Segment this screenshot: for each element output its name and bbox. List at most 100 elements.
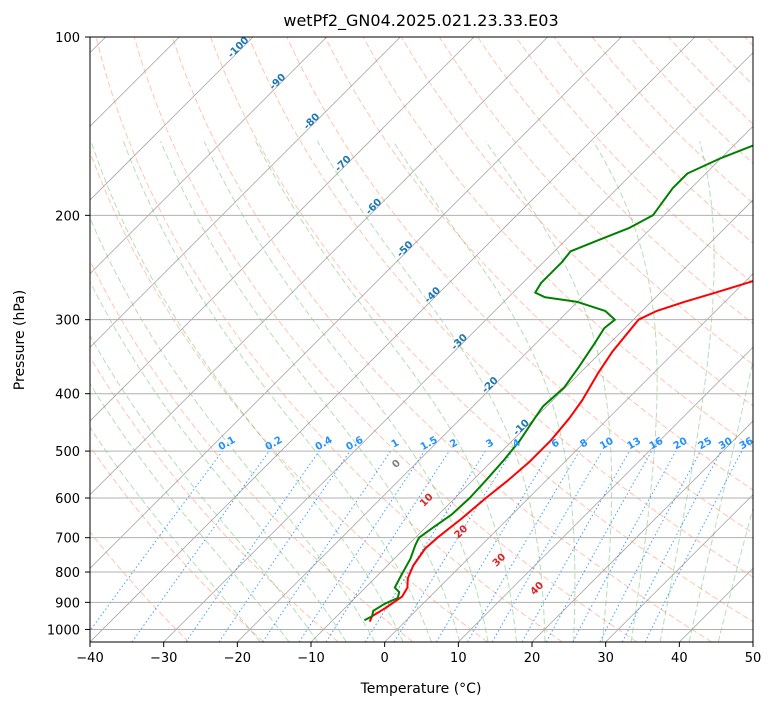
mixing-ratio-label: 8 <box>578 437 590 450</box>
x-tick-label: 20 <box>524 651 541 666</box>
moist-adiabat <box>592 141 658 642</box>
dry-adiabat <box>248 37 753 578</box>
mixing-ratio-label: 10 <box>598 436 616 453</box>
isotherm <box>531 420 753 642</box>
isotherm-label: -60 <box>364 197 385 218</box>
mixing-ratio-label: 0.1 <box>217 435 238 453</box>
plot-frame <box>89 36 754 643</box>
x-tick-label: −20 <box>224 651 251 666</box>
moist-adiabat <box>90 216 376 642</box>
isotherm-label: -20 <box>480 375 501 396</box>
isotherm-label: 40 <box>529 580 547 598</box>
y-tick-label: 300 <box>55 314 80 329</box>
moist-adiabat <box>123 141 432 642</box>
isotherm <box>384 273 753 642</box>
dry-adiabat <box>90 356 339 642</box>
moist-adiabat <box>90 382 290 642</box>
y-tick-label: 800 <box>55 566 80 581</box>
dry-adiabat <box>90 531 190 642</box>
isotherm-label: -80 <box>302 112 323 133</box>
mixing-ratio-label: 20 <box>672 436 690 453</box>
y-tick-label: 600 <box>55 492 80 507</box>
dewpoint-profile <box>363 144 753 622</box>
moist-adiabat <box>688 358 753 642</box>
x-tick-label: −30 <box>150 651 177 666</box>
y-tick-label: 700 <box>55 532 80 547</box>
mixing-ratio-label: 13 <box>625 436 643 453</box>
dry-adiabat <box>706 37 753 86</box>
x-axis-label: Temperature (°C) <box>360 681 482 697</box>
isotherm-label: -90 <box>268 72 289 93</box>
x-tick-label: −40 <box>76 651 103 666</box>
x-tick-label: 50 <box>745 651 762 666</box>
moist-adiabat <box>317 141 546 642</box>
mixing-ratio-line <box>185 450 320 642</box>
isotherm <box>90 37 622 569</box>
mixing-ratio-label: 25 <box>697 436 715 453</box>
x-tick-label: −10 <box>297 651 324 666</box>
mixing-ratio-label: 2 <box>448 437 460 450</box>
chart-title: wetPf2_GN04.2025.021.23.33.E03 <box>283 11 558 31</box>
dry-adiabat <box>95 37 563 642</box>
isotherm-label: 10 <box>418 492 436 510</box>
axes: −40 −30 −20 −10 0 10 20 30 40 5010020030040050060… <box>47 31 761 666</box>
moist-adiabat <box>203 141 489 642</box>
isotherm <box>90 37 327 275</box>
mixing-ratio-line <box>599 450 701 642</box>
mixing-ratio-label: 30 <box>717 436 735 453</box>
mixing-ratio-line <box>131 450 270 642</box>
mixing-ratio-line <box>298 450 425 642</box>
isotherm <box>90 37 254 201</box>
y-tick-label: 500 <box>55 445 80 460</box>
isotherm <box>90 37 401 348</box>
isotherm-label: -10 <box>511 418 532 439</box>
mixing-ratio-line <box>393 450 513 642</box>
mixing-ratio-label: 3 <box>484 437 496 450</box>
y-tick-label: 200 <box>55 209 80 224</box>
isotherm-label: -100 <box>226 35 252 61</box>
y-tick-label: 1000 <box>47 623 80 638</box>
isotherm <box>605 494 753 642</box>
isotherm <box>752 641 753 642</box>
dry-adiabat <box>438 37 753 366</box>
x-tick-label: 0 <box>381 651 389 666</box>
isotherm-label: -50 <box>395 239 416 260</box>
dry-adiabat <box>400 37 753 407</box>
mixing-ratio-line <box>218 450 351 642</box>
isotherm <box>679 567 753 642</box>
isotherm <box>163 52 753 642</box>
x-tick-label: 40 <box>671 651 688 666</box>
isotherm <box>310 199 753 642</box>
dry-adiabat <box>591 37 753 204</box>
mixing-ratio-line <box>262 450 392 642</box>
dry-adiabat <box>90 259 414 642</box>
mixing-ratio-line <box>521 450 630 642</box>
mixing-ratio-label: 4 <box>511 437 523 450</box>
y-axis-label: Pressure (hPa) <box>12 290 28 390</box>
x-tick-label: 10 <box>450 651 467 666</box>
mixing-ratio-line <box>572 450 677 642</box>
x-tick-label: 30 <box>597 651 614 666</box>
dry-adiabat <box>477 37 753 325</box>
mixing-ratio-line <box>90 450 223 632</box>
dry-adiabat <box>90 445 264 642</box>
dry-adiabat <box>133 37 638 642</box>
isotherm <box>90 37 475 422</box>
isoline-labels: 0.1 0.2 0.4 0.6 1 1.5 2 3 4 6 8 10 13 16 20 25 30 36-100-… <box>217 35 753 598</box>
data-series <box>363 144 753 623</box>
mixing-ratio-label: 0.4 <box>314 435 335 453</box>
isotherm-label: 30 <box>491 552 509 570</box>
mixing-ratio-label: 1 <box>390 437 402 450</box>
dry-adiabat <box>210 37 753 623</box>
mixing-ratio-line <box>325 450 450 642</box>
y-tick-label: 100 <box>55 31 80 46</box>
mixing-ratio-line <box>644 450 743 642</box>
isotherm-label: -40 <box>423 285 444 306</box>
moist-adiabat <box>90 280 347 642</box>
isotherm-label: 0 <box>390 458 403 471</box>
isotherm-label: 20 <box>453 523 471 541</box>
moist-adiabat <box>160 141 461 642</box>
grid-lines <box>90 37 753 642</box>
isotherm <box>90 37 548 496</box>
